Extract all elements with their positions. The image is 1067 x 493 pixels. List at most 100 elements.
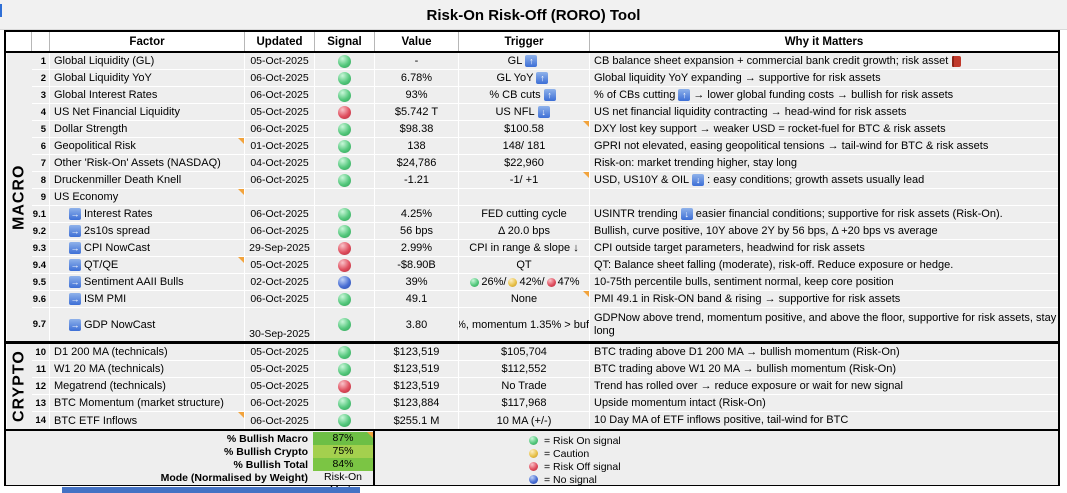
- cell-why[interactable]: 10-75th percentile bulls, sentiment norm…: [594, 275, 894, 288]
- cell-why[interactable]: US net financial liquidity contracting →…: [594, 105, 907, 118]
- cell-why[interactable]: [590, 189, 1058, 205]
- cell-trigger[interactable]: 26%/ 42%/ 47%: [459, 274, 590, 290]
- summary-value-macro[interactable]: 87%: [313, 432, 373, 445]
- row-number[interactable]: 9.6: [32, 291, 50, 307]
- cell-signal[interactable]: [315, 70, 375, 86]
- cell-trigger[interactable]: 148/ 181: [459, 138, 590, 154]
- cell-trigger[interactable]: $105,704: [459, 344, 590, 360]
- cell-why[interactable]: BTC trading above W1 20 MA → bullish mom…: [594, 362, 896, 375]
- cell-updated[interactable]: 05-Oct-2025: [245, 104, 315, 120]
- cell-signal[interactable]: [315, 257, 375, 273]
- cell-updated[interactable]: 06-Oct-2025: [245, 412, 315, 429]
- cell-why[interactable]: 10 Day MA of ETF inflows positive, tail-…: [594, 414, 849, 426]
- cell-factor[interactable]: Geopolitical Risk: [50, 138, 245, 154]
- cell-signal[interactable]: [315, 189, 375, 205]
- col-header-signal[interactable]: Signal: [315, 32, 375, 51]
- cell-trigger[interactable]: No Trade: [459, 378, 590, 394]
- summary-value-mode[interactable]: Risk-On Mode: [324, 471, 362, 493]
- cell-trigger[interactable]: GL ↑: [459, 53, 590, 69]
- cell-factor[interactable]: → Sentiment AAII Bulls: [50, 274, 245, 290]
- cell-value[interactable]: 3.80: [375, 308, 459, 341]
- row-number[interactable]: 12: [32, 378, 50, 394]
- cell-updated[interactable]: 06-Oct-2025: [245, 395, 315, 411]
- cell-why[interactable]: Trend has rolled over → reduce exposure …: [594, 379, 903, 392]
- cell-signal[interactable]: [315, 361, 375, 377]
- cell-factor[interactable]: → Interest Rates: [50, 206, 245, 222]
- cell-signal[interactable]: [315, 172, 375, 188]
- cell-updated[interactable]: 05-Oct-2025: [245, 257, 315, 273]
- cell-trigger[interactable]: GL YoY ↑: [459, 70, 590, 86]
- cell-trigger[interactable]: $112,552: [459, 361, 590, 377]
- cell-factor[interactable]: → 2s10s spread: [50, 223, 245, 239]
- cell-factor[interactable]: BTC Momentum (market structure): [50, 395, 245, 411]
- cell-why[interactable]: QT: Balance sheet falling (moderate), ri…: [594, 258, 954, 271]
- cell-signal[interactable]: [315, 121, 375, 137]
- cell-why[interactable]: CB balance sheet expansion + commercial …: [590, 53, 1058, 69]
- cell-why[interactable]: GDPNow above trend, momentum positive, a…: [594, 311, 1057, 337]
- cell-value[interactable]: 93%: [375, 87, 459, 103]
- cell-signal[interactable]: [315, 308, 375, 341]
- cell-trigger[interactable]: %, momentum 1.35% > buff: [459, 308, 590, 341]
- cell-factor[interactable]: → CPI NowCast: [50, 240, 245, 256]
- cell-value[interactable]: $123,519: [375, 361, 459, 377]
- row-number[interactable]: 1: [32, 53, 50, 69]
- cell-why[interactable]: Upside momentum intact (Risk-On): [594, 396, 766, 409]
- col-header-factor[interactable]: Factor: [50, 32, 245, 51]
- cell-factor[interactable]: US Economy: [50, 189, 245, 205]
- cell-value[interactable]: -1.21: [375, 172, 459, 188]
- cell-factor[interactable]: → GDP NowCast: [50, 308, 245, 341]
- cell-updated[interactable]: 02-Oct-2025: [245, 274, 315, 290]
- summary-value-crypto[interactable]: 75%: [313, 445, 373, 458]
- cell-trigger[interactable]: None: [459, 291, 590, 307]
- row-number[interactable]: 9.4: [32, 257, 50, 273]
- cell-updated[interactable]: 06-Oct-2025: [245, 87, 315, 103]
- cell-factor[interactable]: Druckenmiller Death Knell: [50, 172, 245, 188]
- row-number[interactable]: 9: [32, 189, 50, 205]
- row-number[interactable]: 14: [32, 412, 50, 429]
- cell-value[interactable]: $255.1 M: [375, 412, 459, 429]
- cell-updated[interactable]: 06-Oct-2025: [245, 291, 315, 307]
- cell-signal[interactable]: [315, 395, 375, 411]
- cell-updated[interactable]: 06-Oct-2025: [245, 223, 315, 239]
- col-header-updated[interactable]: Updated: [245, 32, 315, 51]
- cell-why[interactable]: CPI outside target parameters, headwind …: [594, 241, 865, 254]
- cell-trigger[interactable]: QT: [459, 257, 590, 273]
- cell-why[interactable]: Global liquidity YoY expanding → support…: [594, 71, 881, 84]
- cell-signal[interactable]: [315, 104, 375, 120]
- cell-why[interactable]: BTC trading above D1 200 MA → bullish mo…: [594, 345, 900, 358]
- row-number[interactable]: 11: [32, 361, 50, 377]
- cell-value[interactable]: [375, 189, 459, 205]
- cell-value[interactable]: 49.1: [375, 291, 459, 307]
- row-number[interactable]: 10: [32, 344, 50, 360]
- cell-signal[interactable]: [315, 53, 375, 69]
- cell-factor[interactable]: Global Liquidity (GL): [50, 53, 245, 69]
- row-number[interactable]: 13: [32, 395, 50, 411]
- cell-trigger[interactable]: US NFL ↓: [459, 104, 590, 120]
- cell-value[interactable]: $123,884: [375, 395, 459, 411]
- cell-why[interactable]: USINTR trending ↓ easier financial condi…: [594, 207, 1003, 220]
- cell-signal[interactable]: [315, 344, 375, 360]
- row-number[interactable]: 9.5: [32, 274, 50, 290]
- cell-factor[interactable]: US Net Financial Liquidity: [50, 104, 245, 120]
- cell-updated[interactable]: 06-Oct-2025: [245, 70, 315, 86]
- cell-updated[interactable]: 01-Oct-2025: [245, 138, 315, 154]
- cell-trigger[interactable]: FED cutting cycle: [459, 206, 590, 222]
- cell-value[interactable]: 39%: [375, 274, 459, 290]
- cell-updated[interactable]: 04-Oct-2025: [245, 155, 315, 171]
- cell-value[interactable]: 56 bps: [375, 223, 459, 239]
- cell-updated[interactable]: 06-Oct-2025: [245, 121, 315, 137]
- cell-trigger[interactable]: CPI in range & slope ↓: [459, 240, 590, 256]
- cell-factor[interactable]: D1 200 MA (technicals): [50, 344, 245, 360]
- cell-value[interactable]: 4.25%: [375, 206, 459, 222]
- cell-value[interactable]: $5.742 T: [375, 104, 459, 120]
- cell-updated[interactable]: [245, 189, 315, 205]
- cell-signal[interactable]: [315, 155, 375, 171]
- cell-signal[interactable]: [315, 206, 375, 222]
- cell-value[interactable]: -$8.90B: [375, 257, 459, 273]
- cell-factor[interactable]: → QT/QE: [50, 257, 245, 273]
- cell-trigger[interactable]: $117,968: [459, 395, 590, 411]
- cell-signal[interactable]: [315, 291, 375, 307]
- col-header-why[interactable]: Why it Matters: [784, 35, 864, 48]
- cell-trigger[interactable]: 10 MA (+/-): [459, 412, 590, 429]
- cell-updated[interactable]: 05-Oct-2025: [245, 378, 315, 394]
